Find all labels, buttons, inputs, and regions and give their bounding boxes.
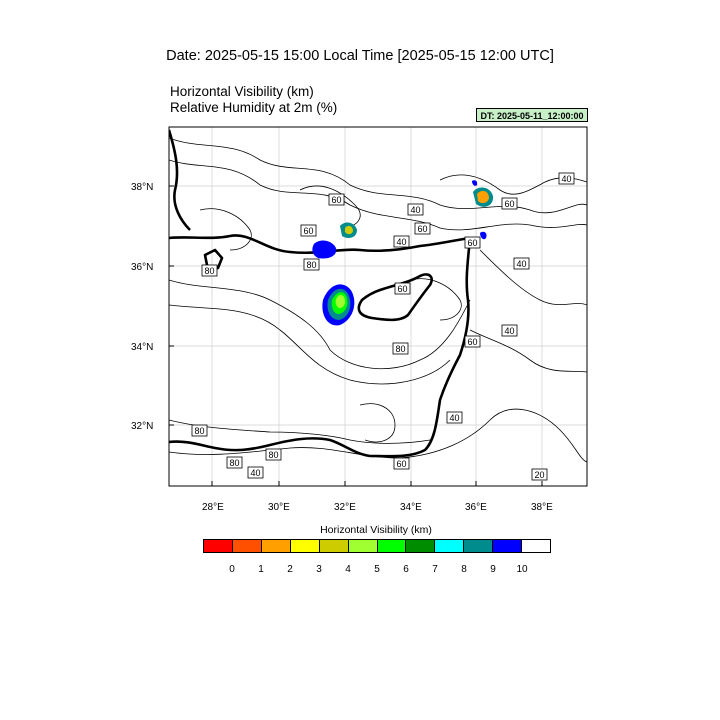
svg-text:60: 60: [303, 226, 313, 236]
contour-label: 80: [392, 342, 409, 355]
contour-label: 40: [393, 235, 410, 248]
lon-tick-36: 36°E: [465, 502, 487, 513]
svg-text:40: 40: [250, 468, 260, 478]
svg-text:80: 80: [395, 344, 405, 354]
svg-text:60: 60: [467, 238, 477, 248]
svg-text:40: 40: [449, 413, 459, 423]
colorbar-tick-label: 10: [516, 564, 528, 575]
colorbar-tick-label: 5: [374, 564, 380, 575]
contour-label: 60: [300, 224, 317, 237]
date-title: Date: 2025-05-15 15:00 Local Time [2025-…: [166, 48, 554, 64]
svg-text:80: 80: [194, 426, 204, 436]
svg-text:80: 80: [229, 458, 239, 468]
contour-label: 80: [265, 448, 282, 461]
colorbar-tick-label: 4: [345, 564, 351, 575]
svg-text:60: 60: [397, 284, 407, 294]
tick-marks: [169, 185, 543, 486]
contour-label: 40: [558, 172, 575, 185]
colorbar-tick-label: 3: [316, 564, 322, 575]
colorbar-tick-label: 6: [403, 564, 409, 575]
map-content: [169, 127, 587, 486]
colorbar-swatch: [493, 540, 523, 552]
contour-label: 20: [531, 468, 548, 481]
svg-text:40: 40: [504, 326, 514, 336]
colorbar-swatch: [319, 540, 349, 552]
svg-text:60: 60: [396, 459, 406, 469]
graticule: [169, 127, 587, 486]
lat-tick-32: 32°N: [131, 421, 153, 432]
colorbar-tick-label: 1: [258, 564, 264, 575]
colorbar-swatch: [290, 540, 320, 552]
visibility-shading: [312, 180, 494, 326]
dt-badge: DT: 2025-05-11_12:00:00: [476, 108, 588, 122]
contour-label: 40: [247, 466, 264, 479]
contour-label: 80: [226, 456, 243, 469]
lon-tick-38: 38°E: [531, 502, 553, 513]
colorbar-tick-label: 9: [490, 564, 496, 575]
svg-text:60: 60: [467, 337, 477, 347]
contour-label: 40: [407, 203, 424, 216]
lat-tick-36: 36°N: [131, 262, 153, 273]
svg-text:80: 80: [306, 260, 316, 270]
svg-text:40: 40: [396, 237, 406, 247]
contour-label: 60: [501, 197, 518, 210]
contour-label: 60: [328, 193, 345, 206]
humidity-contours: [169, 137, 587, 463]
colorbar-swatch: [261, 540, 291, 552]
colorbar-swatch: [435, 540, 465, 552]
contour-label: 60: [394, 282, 411, 295]
svg-text:60: 60: [331, 195, 341, 205]
coastline: [169, 129, 472, 458]
colorbar-tick-label: 2: [287, 564, 293, 575]
contour-label: 40: [513, 257, 530, 270]
svg-text:80: 80: [268, 450, 278, 460]
contour-label: 80: [191, 424, 208, 437]
svg-text:40: 40: [516, 259, 526, 269]
lat-tick-38: 38°N: [131, 182, 153, 193]
lon-tick-34: 34°E: [400, 502, 422, 513]
colorbar-tick-label: 7: [432, 564, 438, 575]
colorbar-swatch: [204, 540, 233, 552]
contour-label: 60: [464, 335, 481, 348]
svg-text:80: 80: [204, 266, 214, 276]
plot-frame: [168, 126, 588, 487]
colorbar: [203, 539, 551, 553]
contour-label: 80: [303, 258, 320, 271]
map-background: [169, 127, 587, 486]
contour-label: 40: [501, 324, 518, 337]
colorbar-swatch: [464, 540, 494, 552]
field-title-humidity: Relative Humidity at 2m (%): [170, 100, 338, 115]
colorbar-swatch: [232, 540, 262, 552]
contour-label: 60: [393, 457, 410, 470]
field-title-visibility: Horizontal Visibility (km): [170, 84, 314, 99]
svg-text:60: 60: [417, 224, 427, 234]
colorbar-swatch: [377, 540, 407, 552]
lon-tick-32: 32°E: [334, 502, 356, 513]
contour-label: 80: [201, 264, 218, 277]
contour-label: 60: [464, 236, 481, 249]
colorbar-swatch: [348, 540, 378, 552]
lon-tick-30: 30°E: [268, 502, 290, 513]
svg-text:20: 20: [534, 470, 544, 480]
contour-labels: 40 60 40 60 60 60 40 80 60 40 80 60 80 4…: [191, 172, 575, 481]
colorbar-swatch: [406, 540, 436, 552]
colorbar-title: Horizontal Visibility (km): [320, 524, 432, 536]
colorbar-tick-label: 0: [229, 564, 235, 575]
contour-label: 60: [414, 222, 431, 235]
svg-text:60: 60: [504, 199, 514, 209]
svg-text:40: 40: [561, 174, 571, 184]
svg-text:40: 40: [410, 205, 420, 215]
lon-tick-28: 28°E: [202, 502, 224, 513]
contour-label: 40: [446, 411, 463, 424]
lat-tick-34: 34°N: [131, 342, 153, 353]
colorbar-swatch: [522, 540, 551, 552]
colorbar-tick-label: 8: [461, 564, 467, 575]
